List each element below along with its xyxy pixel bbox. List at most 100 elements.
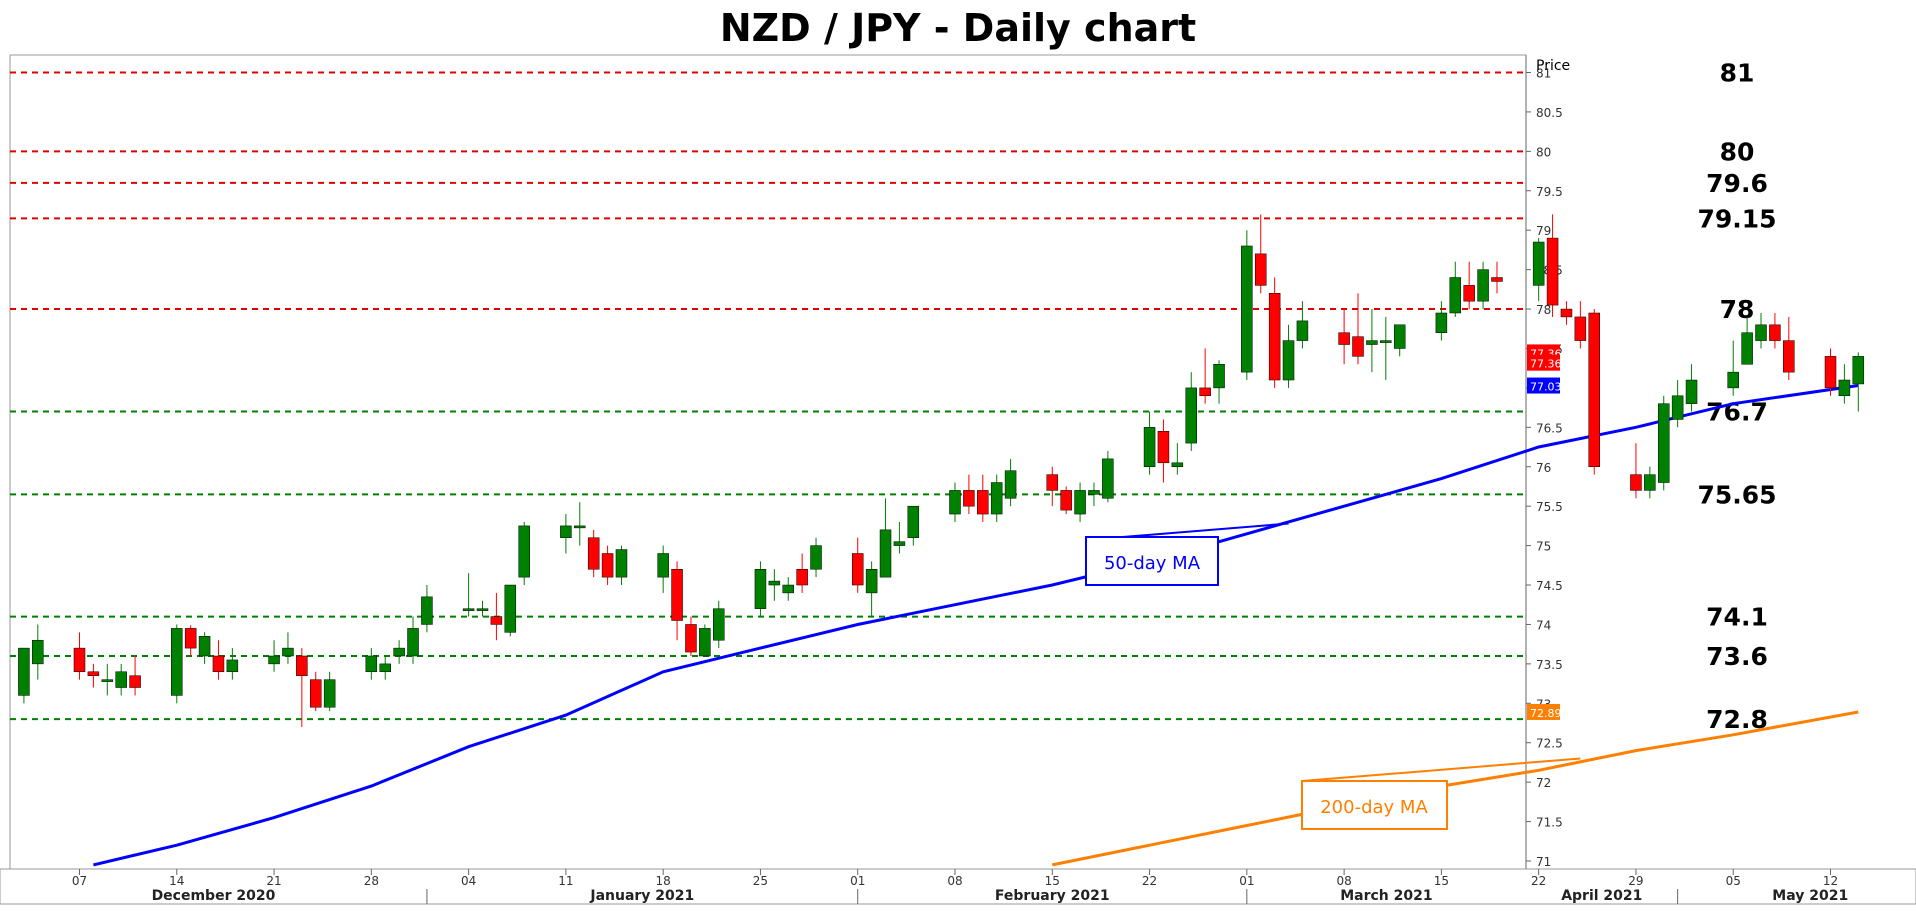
chart-title: NZD / JPY - Daily chart [719, 6, 1197, 50]
x-tick-label: 08 [1336, 874, 1351, 888]
candle-body [865, 569, 878, 594]
y-tick-label: 76 [1536, 461, 1551, 475]
candle-body [32, 639, 44, 665]
level-label: 79.15 [1697, 204, 1776, 233]
candle-body [768, 580, 781, 586]
candle-body [1685, 379, 1698, 404]
candle-body [115, 671, 127, 688]
x-tick-label: 22 [1142, 874, 1157, 888]
candle-body [1060, 490, 1072, 511]
candle-body [1852, 356, 1865, 385]
candle-body [810, 545, 822, 570]
ma200-callout-text: 200-day MA [1320, 797, 1428, 818]
price-tag [1527, 354, 1560, 371]
candle-body [657, 553, 669, 578]
y-tick-label: 74 [1536, 618, 1551, 632]
x-tick-label: 04 [461, 874, 476, 888]
y-tick-label: 79.5 [1536, 185, 1563, 199]
candle-body [1241, 245, 1253, 373]
level-label: 73.6 [1706, 642, 1768, 671]
price-tag-label: 77.03 [1530, 381, 1562, 394]
candle-body [671, 569, 683, 621]
x-tick-label: 11 [558, 874, 573, 888]
candle-body [1574, 316, 1587, 341]
candle-body [1088, 490, 1100, 495]
candle-body [1532, 241, 1545, 286]
candle-body [1171, 462, 1184, 467]
candle-body [1004, 470, 1017, 499]
x-tick-label: 05 [1726, 874, 1741, 888]
candle-body [1755, 324, 1767, 341]
candle-body [1254, 253, 1267, 286]
x-tick-label: 21 [266, 874, 281, 888]
candle-body [1199, 387, 1211, 397]
candle-body [754, 569, 767, 609]
level-label: 75.65 [1697, 480, 1776, 509]
candle-body [713, 608, 725, 641]
ma200-callout-line [1301, 757, 1581, 782]
x-tick-label: 25 [753, 874, 768, 888]
candle-body [1102, 458, 1114, 499]
ma50-callout-text: 50-day MA [1104, 553, 1201, 574]
candle-body [1393, 324, 1406, 349]
price-tag [1527, 703, 1560, 720]
candle-body [1560, 308, 1573, 318]
candle-body [379, 663, 391, 673]
candle-body [1185, 387, 1197, 444]
candle-body [907, 505, 920, 538]
candle-body [73, 647, 86, 673]
candle-body [1824, 356, 1837, 389]
price-tag-label: 77.36 [1530, 358, 1562, 371]
x-month-label: January 2021 [589, 888, 694, 904]
candle-body [504, 584, 517, 633]
plot-area [9, 54, 1527, 870]
y-tick-label: 75 [1536, 540, 1551, 554]
ma50-callout-box [1085, 536, 1219, 586]
x-tick-label: 18 [656, 874, 671, 888]
candle-body [796, 569, 808, 586]
candle-body [1491, 277, 1503, 282]
y-tick-label: 71 [1536, 855, 1551, 869]
candle-body [282, 647, 294, 657]
candle-body [990, 482, 1003, 515]
candle-body [1352, 336, 1364, 357]
price-tag [1527, 377, 1560, 394]
candle-body [1463, 285, 1475, 302]
candle-body [963, 490, 975, 507]
candle-body [1769, 324, 1781, 341]
candle-body [1366, 340, 1378, 345]
candle-body [615, 549, 628, 578]
x-tick-label: 07 [72, 874, 87, 888]
candle-body [1338, 332, 1350, 345]
y-tick-label: 78 [1536, 303, 1551, 317]
level-label: 80 [1720, 137, 1755, 166]
candle-body [462, 608, 475, 611]
y-tick-label: 75.5 [1536, 500, 1563, 514]
candle-body [518, 525, 530, 578]
candle-body [1741, 332, 1753, 365]
level-label: 74.1 [1706, 603, 1768, 632]
candle-body [560, 525, 572, 538]
x-tick-label: 12 [1823, 874, 1838, 888]
ma50-line [93, 384, 1859, 867]
candle-body [1074, 490, 1086, 515]
x-month-label: April 2021 [1561, 888, 1642, 904]
time-axis-area [0, 868, 1916, 905]
y-tick-label: 80.5 [1536, 106, 1563, 120]
y-tick-label: 73.5 [1536, 658, 1563, 672]
x-tick-label: 01 [850, 874, 865, 888]
candle-body [129, 675, 141, 688]
candle-body [296, 655, 308, 676]
candle-body [101, 679, 114, 682]
candle-body [198, 636, 211, 657]
candle-body [601, 553, 614, 578]
y-tick-label: 79 [1536, 224, 1551, 238]
candle-body [1143, 427, 1156, 468]
level-label: 79.6 [1706, 169, 1768, 198]
candle-body [226, 659, 239, 673]
candle-body [1671, 395, 1684, 420]
x-tick-label: 22 [1531, 874, 1546, 888]
y-axis-title: Price [1536, 58, 1570, 74]
